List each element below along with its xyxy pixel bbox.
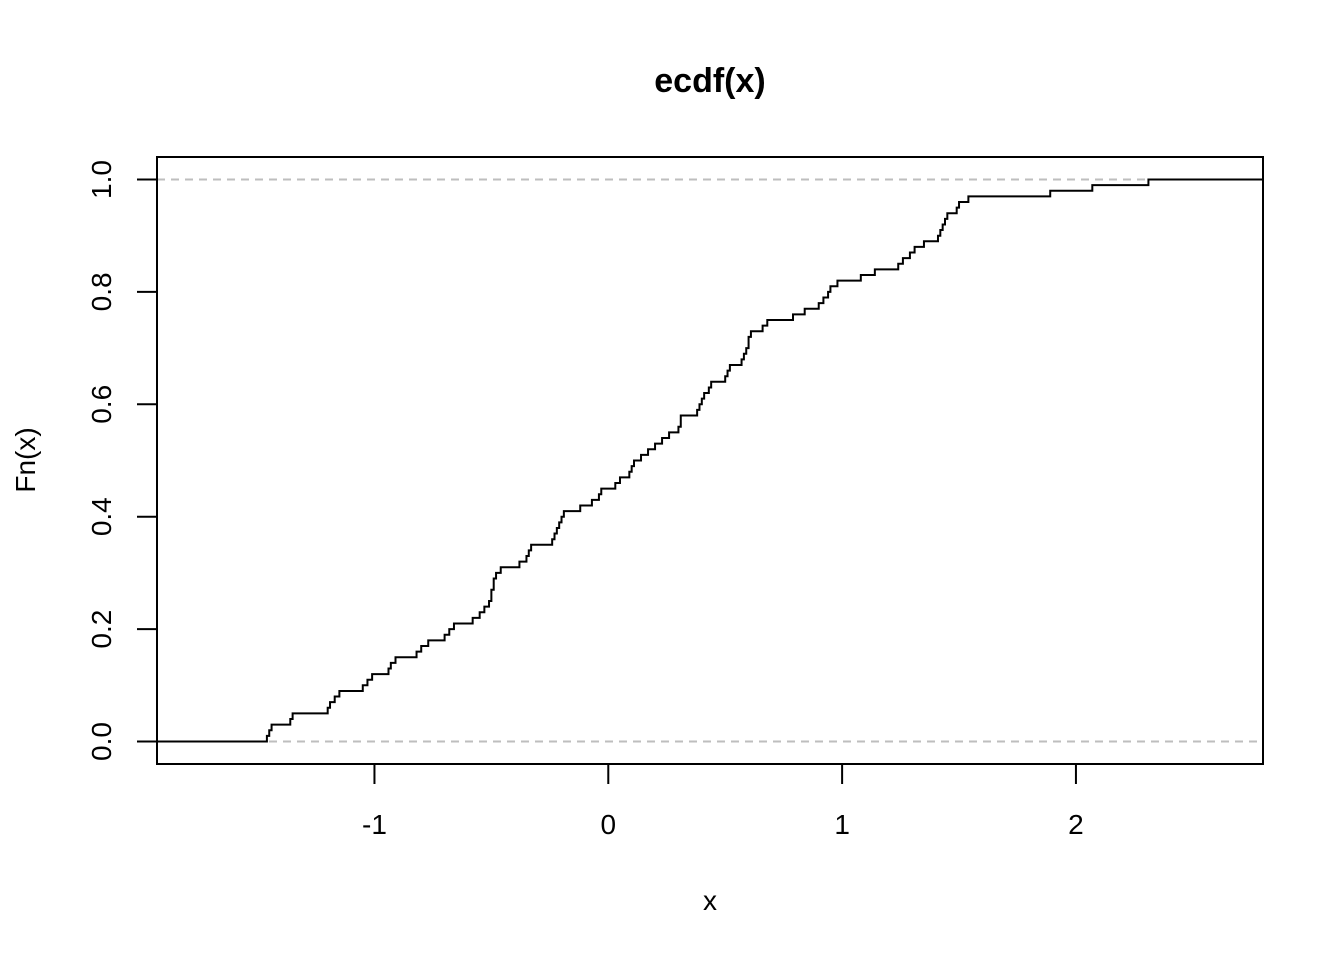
y-axis: 0.0 0.2 0.4 0.6 0.8 1.0 <box>86 160 157 761</box>
y-tick-label: 0.2 <box>86 610 117 649</box>
x-tick-label: 0 <box>600 809 616 840</box>
y-tick-label: 0.6 <box>86 385 117 424</box>
x-axis: -1 0 1 2 <box>362 764 1084 840</box>
x-tick-label: 1 <box>834 809 850 840</box>
chart-title: ecdf(x) <box>654 62 765 100</box>
y-tick-label: 1.0 <box>86 160 117 199</box>
y-tick-label: 0.0 <box>86 722 117 761</box>
ecdf-step-curve <box>157 178 1263 743</box>
plot-frame <box>156 156 1264 765</box>
y-axis-title: Fn(x) <box>10 427 41 492</box>
x-tick-label: 2 <box>1068 809 1084 840</box>
reference-lines <box>157 178 1263 743</box>
y-tick-label: 0.4 <box>86 497 117 536</box>
y-tick-label: 0.8 <box>86 272 117 311</box>
ecdf-step-line <box>157 178 1263 743</box>
x-tick-label: -1 <box>362 809 387 840</box>
x-axis-title: x <box>703 885 717 916</box>
